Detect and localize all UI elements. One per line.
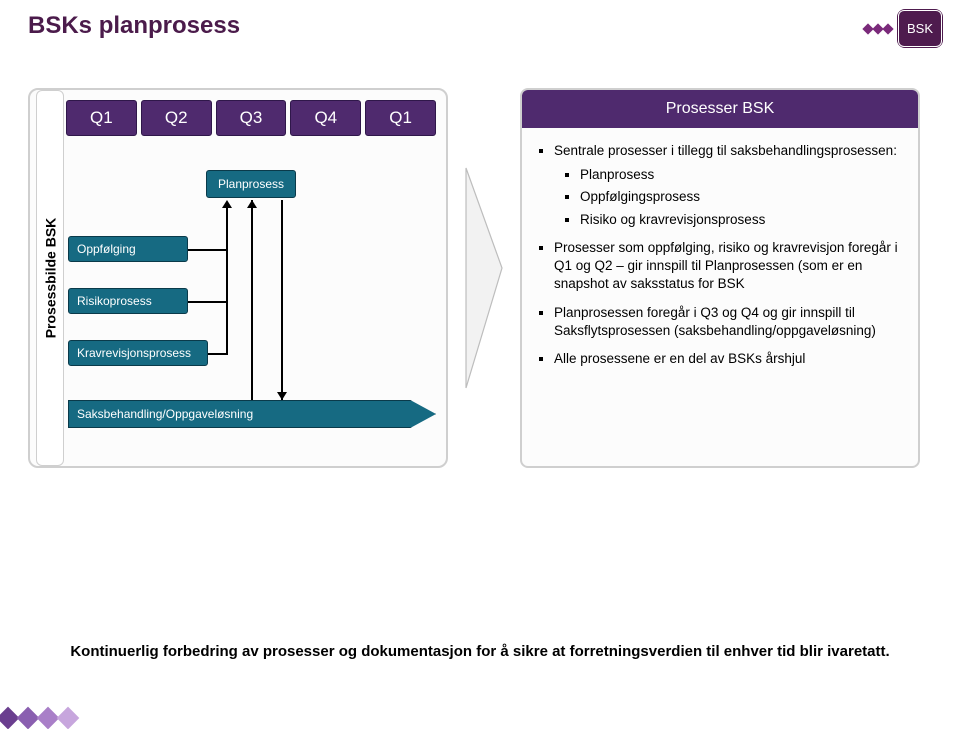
side-bar-risiko: Risikoprosess (68, 288, 188, 314)
connector (281, 200, 283, 400)
connector (251, 200, 253, 400)
quarter-cell: Q3 (216, 100, 287, 136)
vertical-label: Prosessbilde BSK (36, 90, 64, 466)
callout-arrow-icon (464, 88, 504, 468)
diagram-body: Planprosess Oppfølging Risikoprosess Kra… (66, 140, 436, 450)
list-item: Oppfølgingsprosess (580, 188, 908, 206)
connector (226, 206, 228, 355)
list-item: Prosesser som oppfølging, risiko og krav… (554, 239, 908, 294)
list-item: Risiko og kravrevisjonsprosess (580, 211, 908, 229)
quarter-row: Q1 Q2 Q3 Q4 Q1 (66, 100, 436, 136)
quarter-cell: Q1 (66, 100, 137, 136)
logo-badge: BSK (898, 10, 942, 47)
side-bar-kravrevisjon: Kravrevisjonsprosess (68, 340, 208, 366)
list-item: Planprosess (580, 166, 908, 184)
list-item: Planprosessen foregår i Q3 og Q4 og gir … (554, 304, 908, 340)
footer-text: Kontinuerlig forbedring av prosesser og … (0, 643, 960, 660)
planprosess-box: Planprosess (206, 170, 296, 198)
page-title: BSKs planprosess (28, 12, 240, 40)
list-item: Sentrale prosesser i tillegg til saksbeh… (554, 142, 908, 229)
main-row: Prosessbilde BSK Q1 Q2 Q3 Q4 Q1 Planpros… (28, 88, 920, 468)
arrowhead-up-icon (222, 200, 232, 208)
list-item: Alle prosessene er en del av BSKs årshju… (554, 350, 908, 368)
quarter-cell: Q2 (141, 100, 212, 136)
side-bar-oppfolging: Oppfølging (68, 236, 188, 262)
arrowhead-down-icon (277, 392, 287, 400)
corner-decor (0, 710, 76, 720)
info-header: Prosesser BSK (522, 90, 918, 128)
connector (188, 301, 226, 303)
logo: BSK (864, 10, 942, 47)
arrowhead-up-icon (247, 200, 257, 208)
saksbehandling-arrow: Saksbehandling/Oppgaveløsning (68, 400, 436, 428)
info-intro: Sentrale prosesser i tillegg til saksbeh… (554, 143, 897, 158)
info-card: Prosesser BSK Sentrale prosesser i tille… (520, 88, 920, 468)
quarter-cell: Q1 (365, 100, 436, 136)
process-card: Prosessbilde BSK Q1 Q2 Q3 Q4 Q1 Planpros… (28, 88, 448, 468)
connector (208, 353, 226, 355)
info-body: Sentrale prosesser i tillegg til saksbeh… (522, 128, 918, 392)
logo-diamonds (864, 25, 892, 33)
connector (188, 249, 226, 251)
vertical-label-text: Prosessbilde BSK (42, 218, 58, 339)
quarter-cell: Q4 (290, 100, 361, 136)
